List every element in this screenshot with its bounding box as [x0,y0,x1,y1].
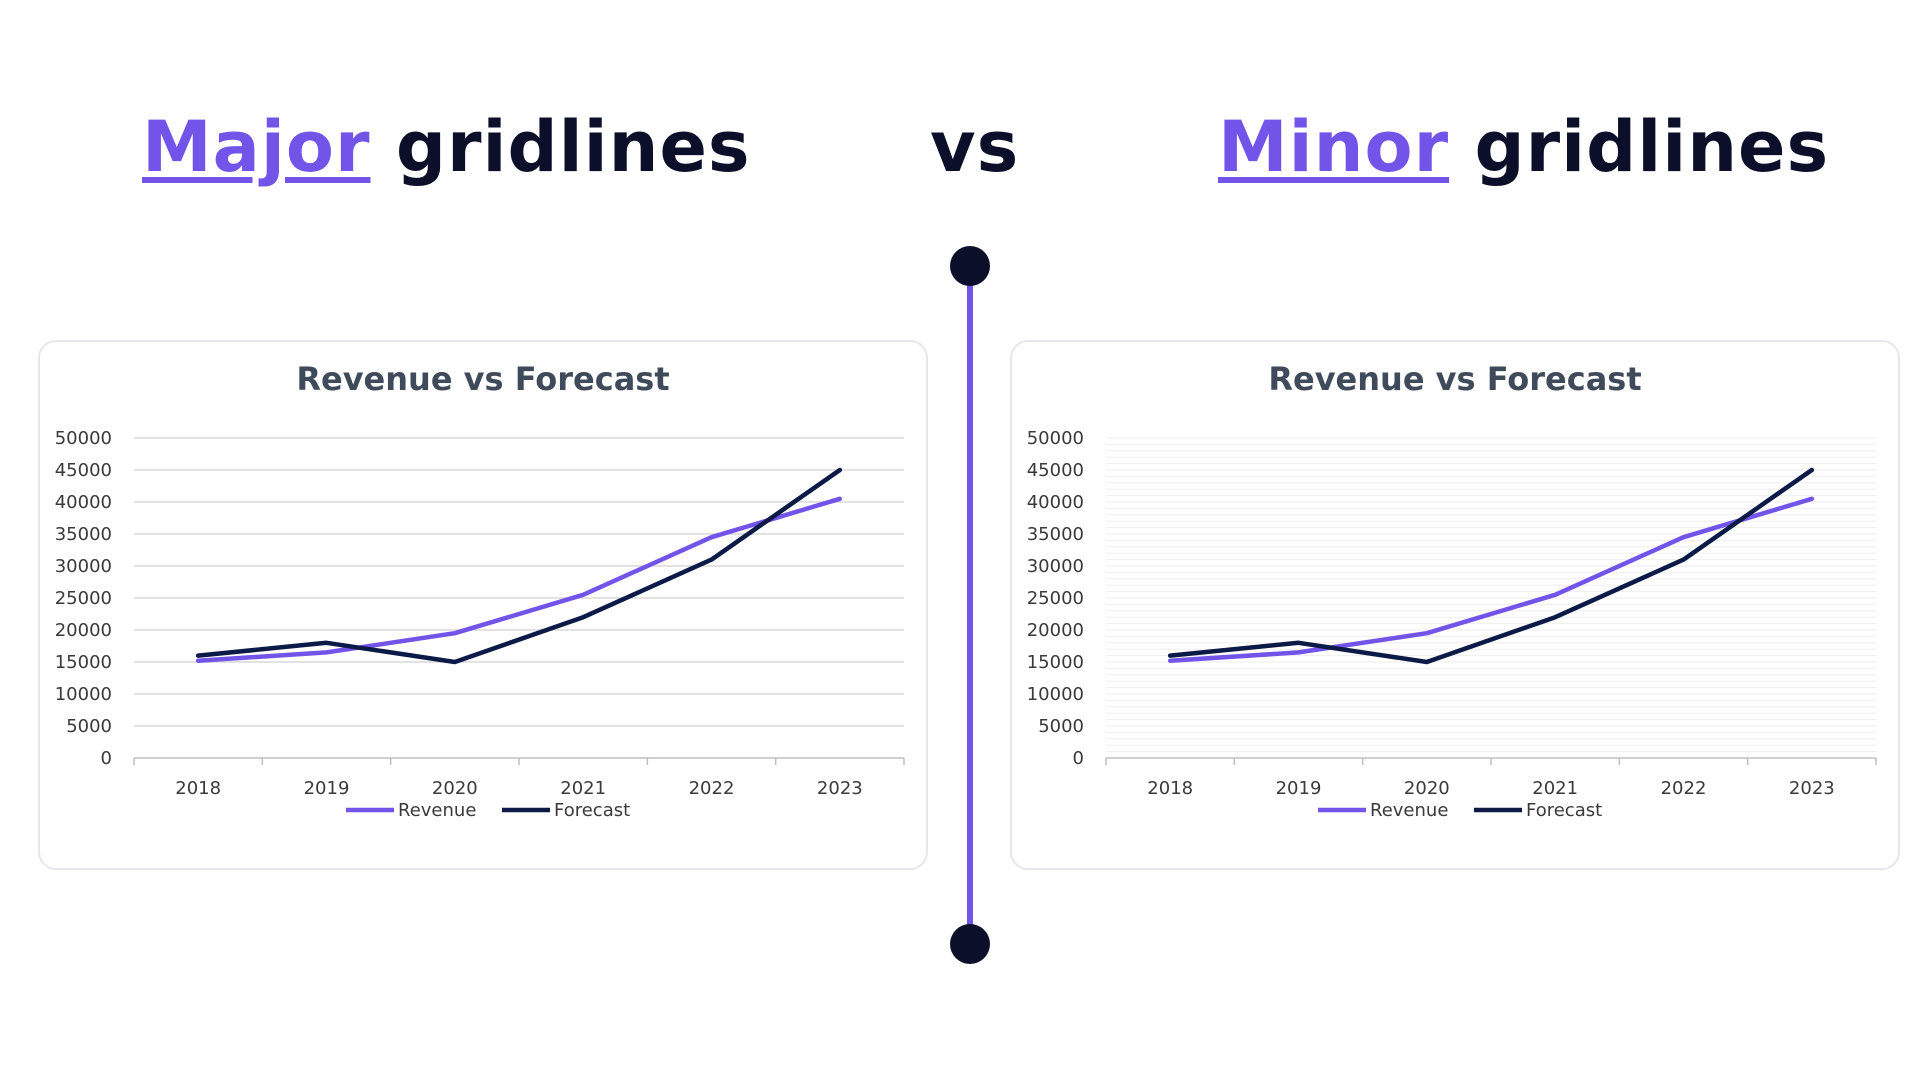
y-tick-label: 0 [1073,748,1084,769]
legend-label: Revenue [398,800,476,821]
y-tick-label: 10000 [1027,684,1084,705]
y-tick-label: 5000 [66,716,112,737]
minor-word: Minor [1218,106,1450,188]
y-tick-label: 30000 [55,556,112,577]
y-tick-label: 15000 [55,652,112,673]
y-tick-label: 35000 [55,524,112,545]
y-tick-label: 45000 [55,460,112,481]
series-line-revenue [195,496,843,663]
x-tick-label: 2019 [1276,778,1322,799]
y-tick-label: 5000 [1038,716,1084,737]
series-line-forecast [1167,467,1815,665]
y-tick-label: 45000 [1027,460,1084,481]
x-tick-label: 2019 [304,778,350,799]
x-tick-label: 2020 [1404,778,1450,799]
y-tick-label: 25000 [1027,588,1084,609]
x-tick-label: 2020 [432,778,478,799]
x-tick-label: 2018 [1147,778,1193,799]
y-tick-label: 30000 [1027,556,1084,577]
y-tick-label: 40000 [1027,492,1084,513]
y-tick-label: 15000 [1027,652,1084,673]
y-tick-label: 0 [101,748,112,769]
chart-title: Revenue vs Forecast [1268,360,1641,398]
x-tick-label: 2023 [817,778,863,799]
minor-gridlines-chart: Revenue vs Forecast 0 5000 10000 15000 20000 2… [1027,360,1877,821]
major-heading-rest: gridlines [370,106,751,188]
divider-top-dot [950,246,990,286]
y-tick-label: 50000 [1027,428,1084,449]
vs-heading: vs [930,106,1020,188]
minor-gridlines-heading: Minor gridlines [1218,102,1829,192]
minor-heading-rest: gridlines [1449,106,1830,188]
major-gridlines-heading: Major gridlines [142,102,751,192]
legend-label: Forecast [554,800,630,821]
x-tick-label: 2021 [560,778,606,799]
x-tick-label: 2023 [1789,778,1835,799]
minor-gridlines-chart-card: Revenue vs Forecast 0 5000 10000 15000 20000 2… [1010,340,1900,870]
y-tick-label: 35000 [1027,524,1084,545]
x-tick-label: 2018 [175,778,221,799]
y-tick-label: 20000 [55,620,112,641]
major-gridlines-chart-card: Revenue vs Forecast 0 5000 10000 15000 20000 2… [38,340,928,870]
y-tick-label: 40000 [55,492,112,513]
y-tick-label: 50000 [55,428,112,449]
x-tick-label: 2022 [689,778,735,799]
chart-title: Revenue vs Forecast [296,360,669,398]
series-line-revenue [1167,496,1815,663]
x-tick-label: 2022 [1661,778,1707,799]
series-line-forecast [195,467,843,665]
divider-bottom-dot [950,924,990,964]
y-tick-label: 20000 [1027,620,1084,641]
x-tick-label: 2021 [1532,778,1578,799]
legend-label: Forecast [1526,800,1602,821]
y-tick-label: 10000 [55,684,112,705]
legend-label: Revenue [1370,800,1448,821]
major-gridlines-chart: Revenue vs Forecast 0 5000 10000 15000 20000 2… [55,360,905,821]
y-tick-label: 25000 [55,588,112,609]
major-word: Major [142,106,371,188]
